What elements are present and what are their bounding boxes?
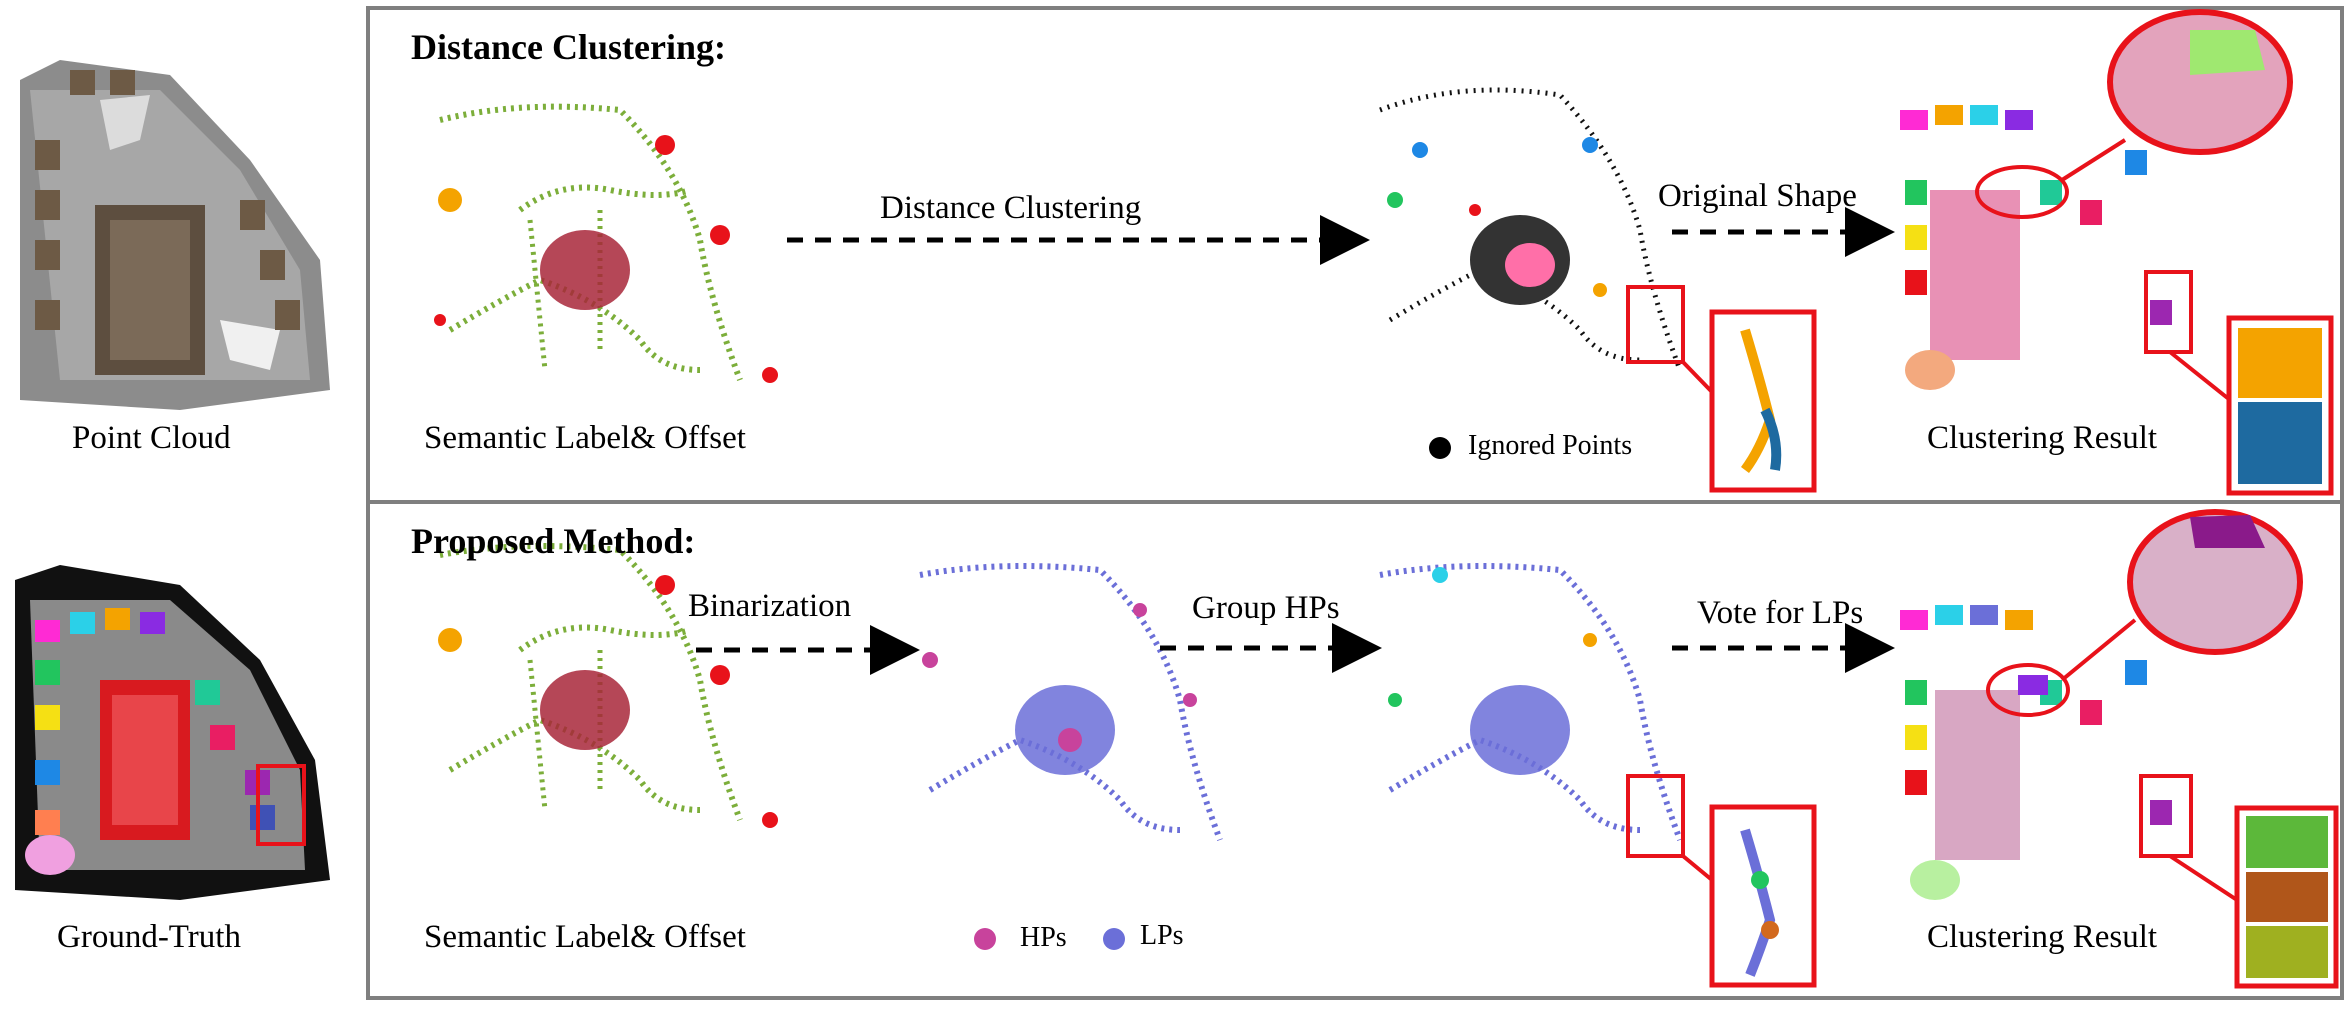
point-cloud-image (20, 60, 330, 410)
bottom-panel-frame (366, 500, 2344, 1000)
bottom-arrow3-label: Vote for LPs (1697, 595, 1864, 631)
ground-truth-image (15, 565, 330, 900)
bottom-panel-title: Proposed Method: (411, 521, 696, 561)
lps-legend: LPs (1140, 920, 1184, 951)
group-hps-scatter (1379, 563, 1817, 988)
hps-legend: HPs (1020, 922, 1067, 953)
arrows (696, 207, 1895, 675)
clustering-result-bottom (1900, 509, 2339, 989)
clustering-result-top (1900, 9, 2334, 496)
top-arrow1-label: Distance Clustering (880, 190, 1142, 226)
bottom-arrow2-label: Group HPs (1192, 590, 1340, 626)
bottom-arrow1-label: Binarization (688, 588, 852, 624)
top-input-label: Semantic Label& Offset (424, 420, 746, 456)
ground-truth-label: Ground-Truth (57, 919, 241, 955)
semantic-scatter-top (434, 103, 778, 383)
bottom-input-label: Semantic Label& Offset (424, 919, 746, 955)
distance-cluster-scatter (1379, 87, 1817, 493)
top-panel-title: Distance Clustering: (411, 27, 726, 67)
binarization-scatter (919, 563, 1223, 950)
semantic-scatter-bottom (438, 543, 778, 828)
top-result-label: Clustering Result (1927, 420, 2158, 456)
top-arrow2-label: Original Shape (1658, 178, 1857, 214)
bottom-result-label: Clustering Result (1927, 919, 2158, 955)
ignored-points-legend: Ignored Points (1468, 430, 1633, 461)
point-cloud-label: Point Cloud (72, 420, 231, 456)
